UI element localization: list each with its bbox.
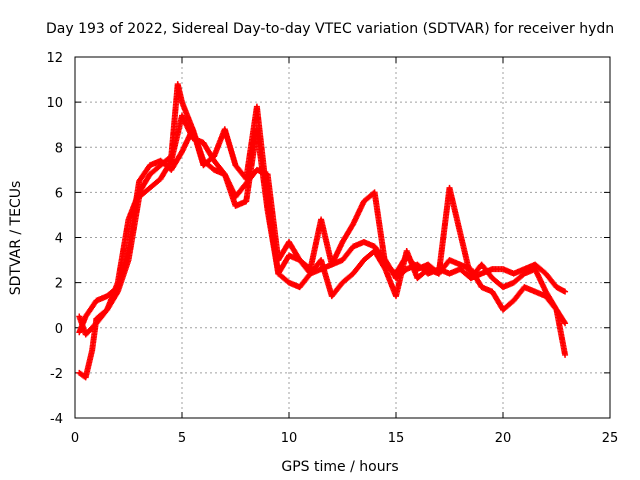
tick-labels: 0 5 10 15 20 25 -4 -2 0 2 4 6 8 10 12 (46, 51, 618, 446)
series-track-3 (76, 112, 569, 381)
y-tick-label: 12 (46, 51, 63, 66)
y-tick-label: 10 (46, 96, 63, 111)
plot-frame (74, 56, 611, 419)
x-tick-label: 10 (281, 431, 298, 446)
data-point (561, 319, 568, 326)
y-tick-label: -2 (50, 367, 63, 382)
x-tick-label: 0 (71, 431, 79, 446)
y-tick-label: 0 (55, 322, 63, 337)
y-tick-label: 8 (55, 141, 63, 156)
y-tick-label: 6 (55, 186, 63, 201)
x-tick-label: 5 (178, 431, 186, 446)
x-tick-label: 15 (388, 431, 405, 446)
x-tick-label: 20 (495, 431, 512, 446)
y-tick-label: 4 (55, 232, 63, 247)
data-point (562, 288, 569, 295)
chart-title: Day 193 of 2022, Sidereal Day-to-day VTE… (46, 21, 614, 37)
y-tick-label: 2 (55, 277, 63, 292)
y-tick-label: -4 (50, 412, 63, 427)
y-axis-label: SDTVAR / TECUs (8, 181, 24, 296)
data-point (562, 320, 569, 327)
data-point (562, 351, 569, 358)
x-axis-label: GPS time / hours (281, 459, 398, 475)
x-tick-label: 25 (602, 431, 619, 446)
data-points (76, 81, 569, 381)
grid-lines (75, 57, 610, 418)
